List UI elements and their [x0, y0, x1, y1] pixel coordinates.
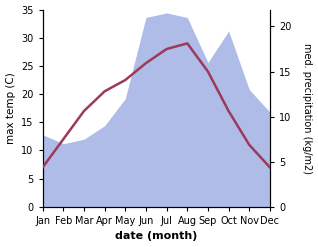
Y-axis label: med. precipitation (kg/m2): med. precipitation (kg/m2): [302, 43, 313, 174]
Y-axis label: max temp (C): max temp (C): [5, 72, 16, 144]
X-axis label: date (month): date (month): [115, 231, 197, 242]
